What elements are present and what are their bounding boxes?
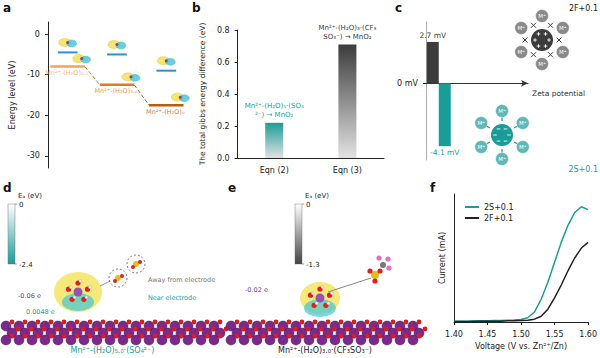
svg-text:Mn²⁺-(H₂O)₃·(CF₃: Mn²⁺-(H₂O)₃·(CF₃ bbox=[318, 24, 376, 32]
svg-text:-10: -10 bbox=[27, 70, 40, 79]
svg-text:1.40: 1.40 bbox=[445, 330, 463, 339]
svg-text:0.8: 0.8 bbox=[217, 26, 230, 35]
svg-text:Zeta potential: Zeta potential bbox=[532, 89, 585, 98]
svg-text:1.55: 1.55 bbox=[546, 330, 564, 339]
svg-text:M⁺: M⁺ bbox=[538, 61, 546, 67]
svg-text:2.7 mV: 2.7 mV bbox=[419, 31, 447, 40]
svg-text:2F+0.1: 2F+0.1 bbox=[484, 214, 513, 223]
svg-text:Mn²⁺-(H₂O)₆.₀: Mn²⁺-(H₂O)₆.₀ bbox=[45, 69, 88, 77]
svg-text:f: f bbox=[430, 181, 436, 195]
svg-text:0.0048 e: 0.0048 e bbox=[26, 308, 55, 316]
svg-text:2S+0.1: 2S+0.1 bbox=[568, 165, 598, 174]
svg-text:-0.06 e: -0.06 e bbox=[18, 292, 41, 300]
svg-text:c: c bbox=[395, 1, 402, 15]
svg-text:-1.3: -1.3 bbox=[306, 261, 320, 269]
svg-text:Eₐ (eV): Eₐ (eV) bbox=[18, 192, 42, 200]
svg-text:Mn²⁺-(H₂O)₀: Mn²⁺-(H₂O)₀ bbox=[146, 108, 185, 116]
svg-text:Mn²⁺-(H₂O)₅·(SO₄: Mn²⁺-(H₂O)₅·(SO₄ bbox=[245, 102, 304, 110]
svg-text:-20: -20 bbox=[27, 111, 40, 120]
svg-text:M⁺: M⁺ bbox=[559, 25, 567, 31]
svg-text:2F+0.1: 2F+0.1 bbox=[569, 4, 598, 13]
svg-text:-30: -30 bbox=[27, 151, 40, 160]
svg-text:0.0: 0.0 bbox=[217, 154, 230, 163]
svg-text:0.6: 0.6 bbox=[217, 58, 230, 67]
svg-text:M⁺: M⁺ bbox=[538, 13, 546, 19]
svg-text:e: e bbox=[228, 181, 236, 195]
svg-text:M⁺: M⁺ bbox=[477, 144, 485, 150]
svg-text:The total gibbs energy differe: The total gibbs energy difference (eV) bbox=[198, 23, 207, 167]
svg-text:Eqn (3): Eqn (3) bbox=[333, 166, 362, 175]
svg-text:Mn²⁺-(H₂O)₃.₀·(CF₃SO₃⁻): Mn²⁺-(H₂O)₃.₀·(CF₃SO₃⁻) bbox=[278, 346, 372, 355]
svg-text:M⁺: M⁺ bbox=[517, 49, 525, 55]
svg-text:Near electrode: Near electrode bbox=[148, 294, 196, 302]
svg-text:0.2: 0.2 bbox=[217, 122, 230, 131]
svg-text:M⁺: M⁺ bbox=[477, 120, 485, 126]
svg-text:1.45: 1.45 bbox=[479, 330, 497, 339]
svg-text:M⁺: M⁺ bbox=[498, 156, 506, 162]
svg-text:b: b bbox=[192, 1, 201, 15]
svg-text:-4.1 mV: -4.1 mV bbox=[430, 148, 460, 157]
svg-text:Away from electrode: Away from electrode bbox=[148, 276, 215, 284]
svg-text:2S+0.1: 2S+0.1 bbox=[484, 203, 514, 212]
svg-text:Current (mA): Current (mA) bbox=[438, 232, 447, 284]
svg-text:Energy level (eV): Energy level (eV) bbox=[8, 61, 17, 130]
svg-text:M⁺: M⁺ bbox=[519, 144, 527, 150]
svg-text:0: 0 bbox=[35, 30, 40, 39]
svg-text:Mn²⁺-(H₂O)₅.₀·(SO₄²⁻): Mn²⁺-(H₂O)₅.₀·(SO₄²⁻) bbox=[71, 346, 155, 355]
svg-text:0 mV: 0 mV bbox=[397, 79, 418, 88]
svg-text:0: 0 bbox=[19, 201, 23, 209]
svg-text:a: a bbox=[3, 1, 11, 15]
svg-text:Mn²⁺-(H₂O)₃.₀: Mn²⁺-(H₂O)₃.₀ bbox=[94, 87, 137, 95]
svg-text:-0.02 e: -0.02 e bbox=[245, 286, 268, 294]
svg-text:1.60: 1.60 bbox=[579, 330, 597, 339]
svg-text:M⁺: M⁺ bbox=[517, 25, 525, 31]
svg-text:-2.4: -2.4 bbox=[19, 261, 33, 269]
svg-text:M⁺: M⁺ bbox=[498, 108, 506, 114]
svg-text:Eqn (2): Eqn (2) bbox=[260, 166, 289, 175]
svg-text:M⁺: M⁺ bbox=[519, 120, 527, 126]
svg-text:SO₃⁻) → MnO₂: SO₃⁻) → MnO₂ bbox=[323, 33, 371, 41]
svg-text:Eₐ (eV): Eₐ (eV) bbox=[305, 192, 329, 200]
svg-text:d: d bbox=[3, 181, 12, 195]
svg-text:0: 0 bbox=[306, 201, 310, 209]
svg-text:1.50: 1.50 bbox=[512, 330, 530, 339]
svg-text:M⁺: M⁺ bbox=[559, 49, 567, 55]
svg-text:²⁻) → MnO₂: ²⁻) → MnO₂ bbox=[255, 111, 294, 119]
svg-text:0.4: 0.4 bbox=[217, 90, 230, 99]
svg-text:Voltage (V vs. Zn²⁺/Zn): Voltage (V vs. Zn²⁺/Zn) bbox=[475, 342, 567, 351]
